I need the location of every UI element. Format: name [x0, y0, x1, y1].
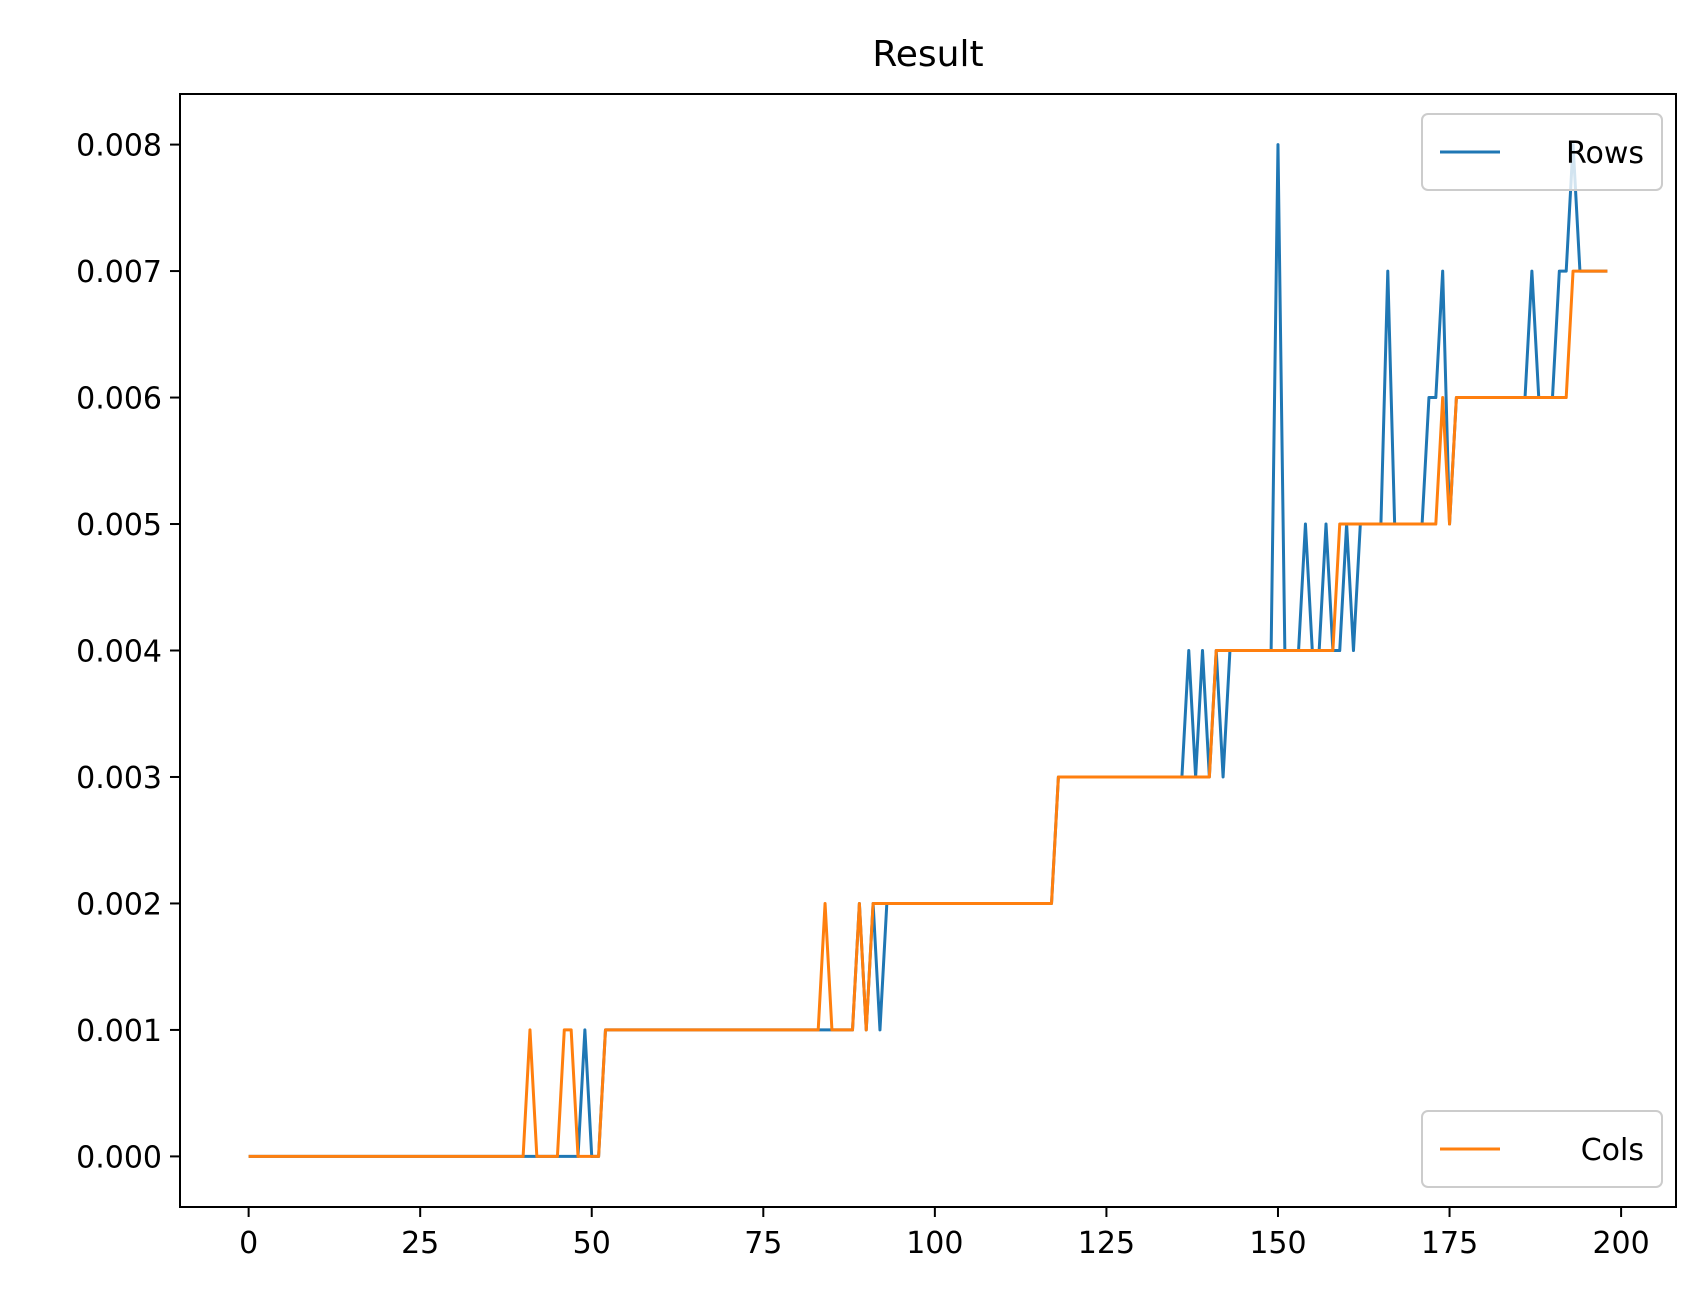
y-tick-label: 0.006	[76, 382, 162, 417]
series-line-cols	[248, 269, 1608, 1158]
x-axis: 0 25 50 75 100 125 150 175 200	[239, 1207, 1650, 1261]
x-tick-label: 125	[1078, 1226, 1135, 1261]
legend-rows: Rows	[1421, 113, 1663, 191]
y-tick-label: 0.003	[76, 761, 162, 796]
y-tick-label: 0.000	[76, 1140, 162, 1175]
y-tick-label: 0.001	[76, 1014, 162, 1049]
x-tick-label: 75	[744, 1226, 782, 1261]
x-tick-label: 175	[1421, 1226, 1478, 1261]
legend-layer: Rows Cols	[1421, 113, 1663, 1188]
y-tick-label: 0.007	[76, 255, 162, 290]
y-tick-label: 0.004	[76, 635, 162, 670]
legend-box	[1421, 1110, 1663, 1188]
series-layer	[248, 143, 1608, 1158]
y-tick-label: 0.008	[76, 129, 162, 164]
x-tick-label: 100	[906, 1226, 963, 1261]
chart-title: Result	[872, 34, 983, 75]
legend-cols: Cols	[1421, 1110, 1663, 1188]
y-axis: 0.000 0.001 0.002 0.003 0.004 0.005 0.006 0.007…	[76, 129, 180, 1175]
x-tick-label: 200	[1592, 1226, 1649, 1261]
x-tick-label: 25	[401, 1226, 439, 1261]
legend-label: Rows	[1566, 136, 1644, 171]
y-tick-label: 0.005	[76, 508, 162, 543]
legend-label: Cols	[1581, 1133, 1644, 1168]
x-tick-label: 150	[1249, 1226, 1306, 1261]
legend-box	[1421, 113, 1663, 191]
y-tick-label: 0.002	[76, 887, 162, 922]
x-tick-label: 0	[239, 1226, 258, 1261]
x-tick-label: 50	[573, 1226, 611, 1261]
